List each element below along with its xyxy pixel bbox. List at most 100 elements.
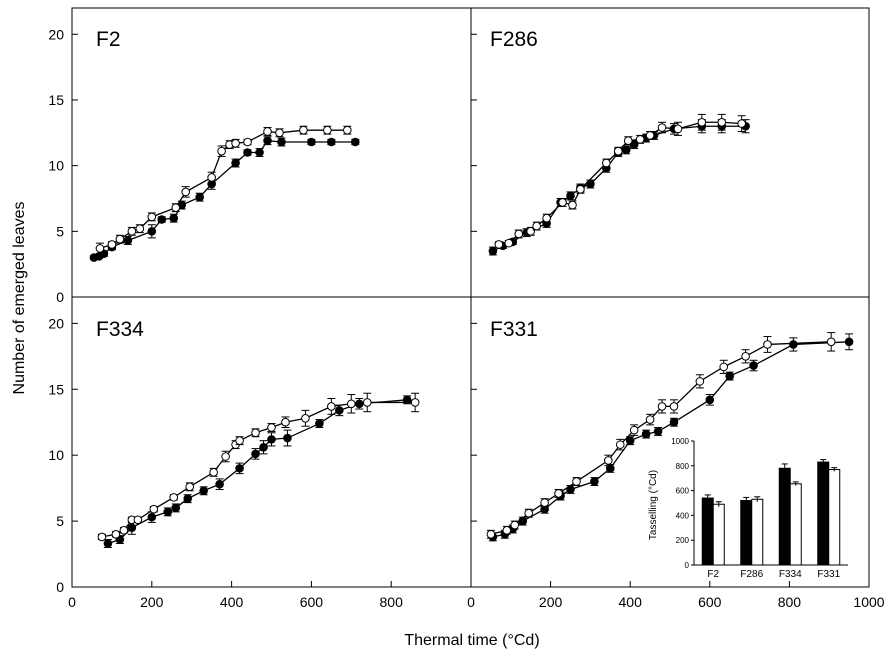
data-point: [299, 125, 308, 135]
inset-bar: [828, 469, 841, 566]
panel-plot-1: 0 5 10 15 20: [48, 26, 360, 305]
data-point: [147, 212, 157, 222]
data-point: [532, 221, 541, 231]
data-point: [123, 236, 133, 245]
series-open: [494, 113, 746, 249]
data-point: [147, 227, 157, 236]
data-point: [510, 520, 520, 530]
data-point: [653, 427, 663, 436]
data-point: [231, 158, 240, 168]
x-tick-label: 800: [380, 594, 404, 610]
x-tick-label: 0: [467, 594, 475, 610]
series-filled: [103, 395, 412, 548]
y-tick-label: 20: [48, 315, 64, 331]
data-point: [235, 436, 244, 445]
data-point: [277, 137, 286, 147]
data-point: [737, 119, 746, 128]
data-point: [327, 137, 336, 147]
y-tick-label: 0: [56, 289, 64, 305]
data-point: [486, 529, 496, 539]
x-tick-label: 400: [619, 594, 643, 610]
data-point: [133, 515, 143, 525]
series-open: [95, 125, 352, 255]
data-point: [185, 482, 195, 492]
panel-title: F334: [96, 318, 144, 341]
data-point: [163, 507, 173, 517]
inset-bar: [751, 498, 764, 566]
data-point: [235, 464, 244, 473]
inset-category-label: F2: [707, 569, 719, 580]
x-tick-label: 800: [778, 594, 802, 610]
data-point: [540, 498, 549, 507]
data-point: [343, 125, 352, 135]
data-point: [199, 486, 208, 496]
inset-bar: [789, 483, 802, 566]
inset-bar: [817, 461, 830, 566]
data-point: [307, 137, 316, 147]
data-point: [147, 512, 157, 522]
inset-bar-chart: Tasselling (°Cd) 0 200 400 600 800 1000 F2 F286…: [648, 437, 856, 589]
data-point: [275, 128, 284, 138]
series-filled: [488, 119, 750, 256]
data-point: [263, 136, 272, 145]
data-point: [615, 440, 625, 449]
data-point: [181, 187, 191, 197]
data-point: [586, 179, 595, 189]
data-point: [524, 508, 534, 518]
inset-bar: [712, 503, 725, 566]
data-point: [763, 340, 772, 349]
data-point: [572, 477, 581, 486]
data-point: [705, 395, 715, 405]
data-point: [183, 494, 193, 503]
data-point: [243, 148, 252, 157]
data-point: [402, 395, 412, 405]
data-point: [673, 124, 683, 134]
data-point: [255, 148, 264, 157]
data-point: [717, 117, 727, 127]
y-tick-label: 5: [56, 513, 64, 529]
inset-bar: [740, 500, 753, 566]
data-point: [107, 240, 117, 249]
y-tick-label: 0: [56, 579, 64, 595]
data-point: [526, 227, 536, 236]
data-point: [243, 137, 252, 147]
data-point: [488, 246, 498, 256]
data-point: [623, 136, 633, 145]
data-point: [410, 398, 420, 407]
data-point: [221, 452, 230, 461]
data-point: [504, 238, 514, 248]
data-point: [568, 200, 577, 210]
x-tick-label: 400: [220, 594, 244, 610]
data-point: [625, 436, 635, 445]
inset-bar: [778, 467, 791, 566]
data-point: [657, 402, 667, 411]
data-point: [195, 192, 204, 202]
panel-plot-4: 0 200 400 600 800: [467, 322, 854, 610]
data-point: [645, 415, 655, 424]
data-point: [347, 399, 356, 409]
data-point: [741, 352, 750, 361]
data-point: [558, 198, 567, 207]
x-tick-label: 0: [68, 594, 76, 610]
panel-title: F286: [490, 28, 538, 51]
data-point: [169, 213, 179, 223]
data-point: [259, 442, 268, 452]
data-point: [514, 229, 524, 239]
data-point: [606, 464, 615, 473]
data-point: [669, 417, 679, 427]
data-point: [103, 539, 113, 548]
data-point: [251, 428, 260, 438]
data-point: [157, 215, 167, 224]
panel-title: F331: [490, 318, 538, 341]
y-tick-label: 15: [48, 381, 64, 397]
data-point: [725, 371, 735, 381]
data-point: [119, 526, 129, 535]
y-axis-label: Number of emerged leaves: [11, 202, 28, 395]
y-tick-label: 10: [48, 447, 64, 463]
panel-bottom-left: F334: [96, 318, 144, 341]
x-tick-label: 200: [539, 594, 563, 610]
data-point: [267, 435, 276, 444]
series-filled: [89, 136, 360, 262]
